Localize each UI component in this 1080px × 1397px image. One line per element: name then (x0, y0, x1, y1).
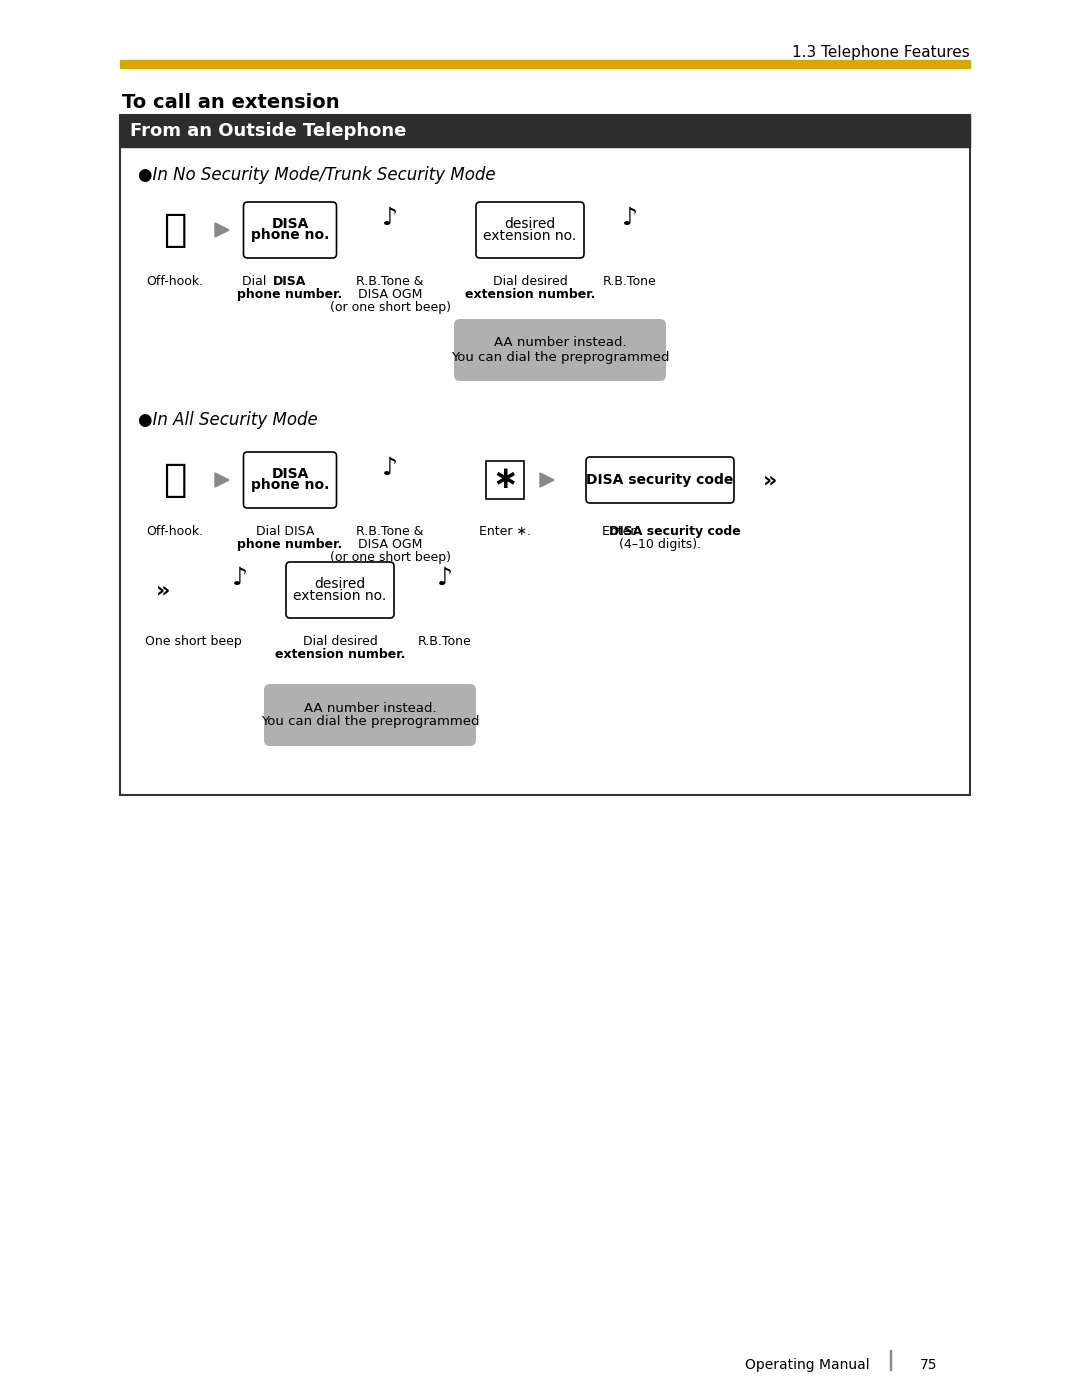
Text: Enter: Enter (603, 525, 640, 538)
Text: AA number instead.: AA number instead. (494, 337, 626, 349)
Text: 📞: 📞 (163, 461, 187, 499)
FancyBboxPatch shape (243, 453, 337, 509)
FancyBboxPatch shape (586, 457, 734, 503)
Bar (486, 461, 524, 499)
Text: Dial desired: Dial desired (492, 275, 567, 288)
Text: ●In No Security Mode/Trunk Security Mode: ●In No Security Mode/Trunk Security Mode (138, 166, 496, 184)
Text: 75: 75 (920, 1358, 937, 1372)
Text: extension number.: extension number. (464, 288, 595, 300)
Text: DISA OGM: DISA OGM (357, 288, 422, 300)
Text: DISA: DISA (271, 218, 309, 232)
Text: You can dial the preprogrammed: You can dial the preprogrammed (450, 351, 670, 363)
Text: desired: desired (504, 218, 555, 232)
Text: phone no.: phone no. (251, 479, 329, 493)
Polygon shape (215, 224, 229, 237)
FancyBboxPatch shape (243, 203, 337, 258)
Text: 📞: 📞 (163, 211, 187, 249)
FancyBboxPatch shape (286, 562, 394, 617)
Text: »: » (762, 469, 778, 490)
Bar (120, 115, 970, 795)
Text: ♪: ♪ (622, 205, 638, 231)
Text: Enter ∗.: Enter ∗. (480, 525, 531, 538)
Text: (4–10 digits).: (4–10 digits). (619, 538, 701, 550)
Text: ♪: ♪ (382, 205, 399, 231)
Text: »: » (156, 580, 171, 599)
Text: One short beep: One short beep (145, 636, 241, 648)
Text: DISA: DISA (273, 275, 307, 288)
FancyBboxPatch shape (476, 203, 584, 258)
Text: extension no.: extension no. (294, 588, 387, 602)
Text: Dial DISA: Dial DISA (256, 525, 314, 538)
Text: DISA security code: DISA security code (586, 474, 733, 488)
Text: Off-hook.: Off-hook. (147, 525, 203, 538)
Text: phone number.: phone number. (238, 538, 342, 550)
Text: You can dial the preprogrammed: You can dial the preprogrammed (260, 715, 480, 728)
Text: extension no.: extension no. (484, 229, 577, 243)
Text: DISA OGM: DISA OGM (357, 538, 422, 550)
Text: AA number instead.: AA number instead. (303, 701, 436, 714)
Text: (or one short beep): (or one short beep) (329, 300, 450, 314)
Text: 1.3 Telephone Features: 1.3 Telephone Features (793, 45, 970, 60)
FancyBboxPatch shape (264, 685, 476, 746)
Polygon shape (340, 687, 355, 703)
FancyBboxPatch shape (454, 319, 666, 381)
Text: From an Outside Telephone: From an Outside Telephone (130, 122, 406, 140)
Text: Dial desired: Dial desired (302, 636, 377, 648)
Text: R.B.Tone &: R.B.Tone & (356, 275, 423, 288)
Text: R.B.Tone: R.B.Tone (418, 636, 472, 648)
Text: Off-hook.: Off-hook. (147, 275, 203, 288)
Text: To call an extension: To call an extension (122, 94, 339, 113)
Text: DISA security code: DISA security code (609, 525, 741, 538)
Text: ♪: ♪ (437, 566, 453, 590)
Text: ♪: ♪ (232, 566, 248, 590)
Text: ∗: ∗ (492, 465, 517, 495)
Text: Dial: Dial (242, 275, 270, 288)
Text: phone no.: phone no. (251, 229, 329, 243)
Text: R.B.Tone &: R.B.Tone & (356, 525, 423, 538)
Bar (120, 60, 970, 68)
Text: extension number.: extension number. (274, 648, 405, 661)
Text: Operating Manual: Operating Manual (745, 1358, 870, 1372)
Polygon shape (215, 474, 229, 488)
Text: ●In All Security Mode: ●In All Security Mode (138, 411, 318, 429)
Polygon shape (540, 474, 554, 488)
Text: phone number.: phone number. (238, 288, 342, 300)
Text: (or one short beep): (or one short beep) (329, 550, 450, 564)
Bar (120, 115, 970, 147)
Text: R.B.Tone: R.B.Tone (603, 275, 657, 288)
Text: ♪: ♪ (382, 455, 399, 481)
Text: DISA: DISA (271, 468, 309, 482)
Text: desired: desired (314, 577, 366, 591)
Polygon shape (530, 323, 545, 337)
